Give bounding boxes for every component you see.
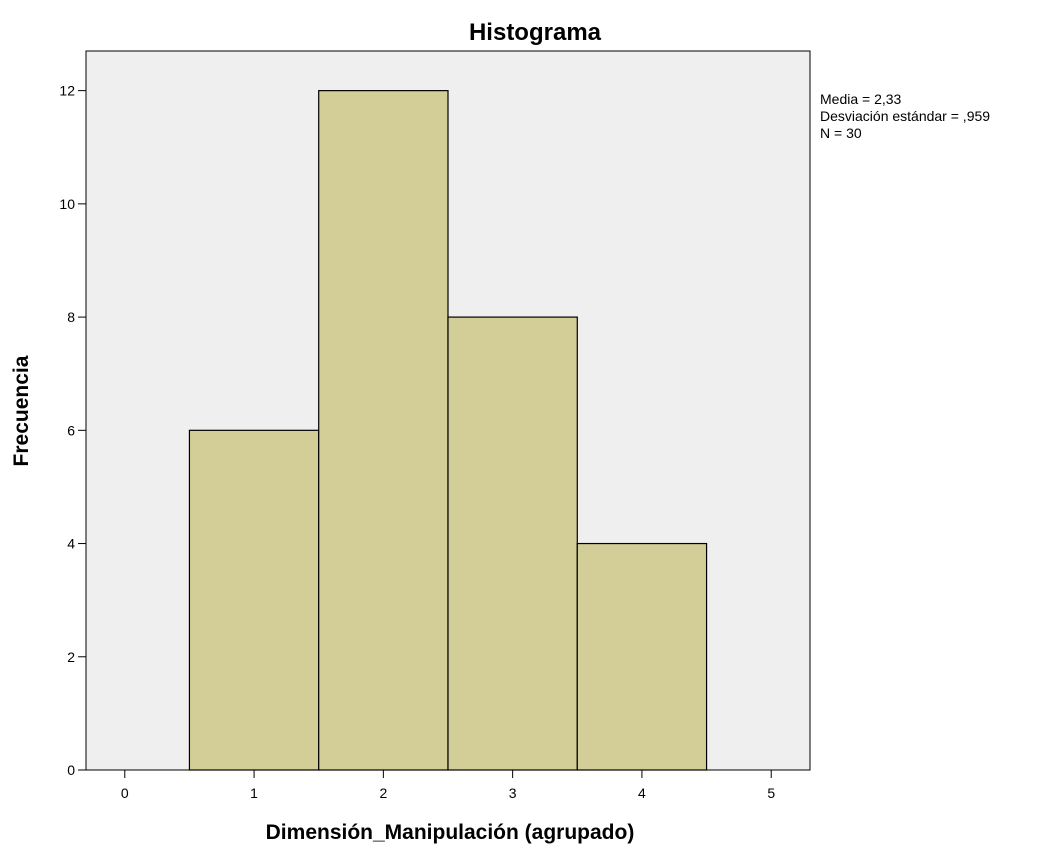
y-axis-label: Frecuencia <box>10 355 33 466</box>
x-tick-label: 3 <box>509 785 517 801</box>
y-tick-label: 6 <box>67 422 75 438</box>
y-tick-label: 8 <box>67 309 75 325</box>
bar-4 <box>576 542 708 771</box>
bar-2 <box>318 90 449 771</box>
x-tick-label: 4 <box>638 785 646 801</box>
stats-mean: Media = 2,33 <box>820 91 902 107</box>
y-tick-label: 10 <box>59 196 75 212</box>
bar-1 <box>188 429 320 771</box>
y-tick-label: 4 <box>67 536 75 552</box>
y-tick-label: 2 <box>67 649 75 665</box>
y-tick-label: 0 <box>67 762 75 778</box>
stats-n: N = 30 <box>820 125 862 141</box>
x-tick-label: 2 <box>379 785 387 801</box>
x-tick-label: 5 <box>767 785 775 801</box>
x-tick-label: 1 <box>250 785 258 801</box>
bar-3 <box>447 316 578 771</box>
x-axis-label: Dimensión_Manipulación (agrupado) <box>266 821 635 844</box>
stats-std-dev: Desviación estándar = ,959 <box>820 108 990 124</box>
y-tick-label: 12 <box>59 83 75 99</box>
bars-group <box>188 90 708 771</box>
x-axis: 0 1 2 3 4 5 <box>121 770 775 801</box>
y-axis: 0 2 4 6 8 10 12 <box>59 83 86 778</box>
stats-box: Media = 2,33 Desviación estándar = ,959 … <box>820 91 990 141</box>
x-tick-label: 0 <box>121 785 129 801</box>
chart-title: Histograma <box>469 19 602 46</box>
